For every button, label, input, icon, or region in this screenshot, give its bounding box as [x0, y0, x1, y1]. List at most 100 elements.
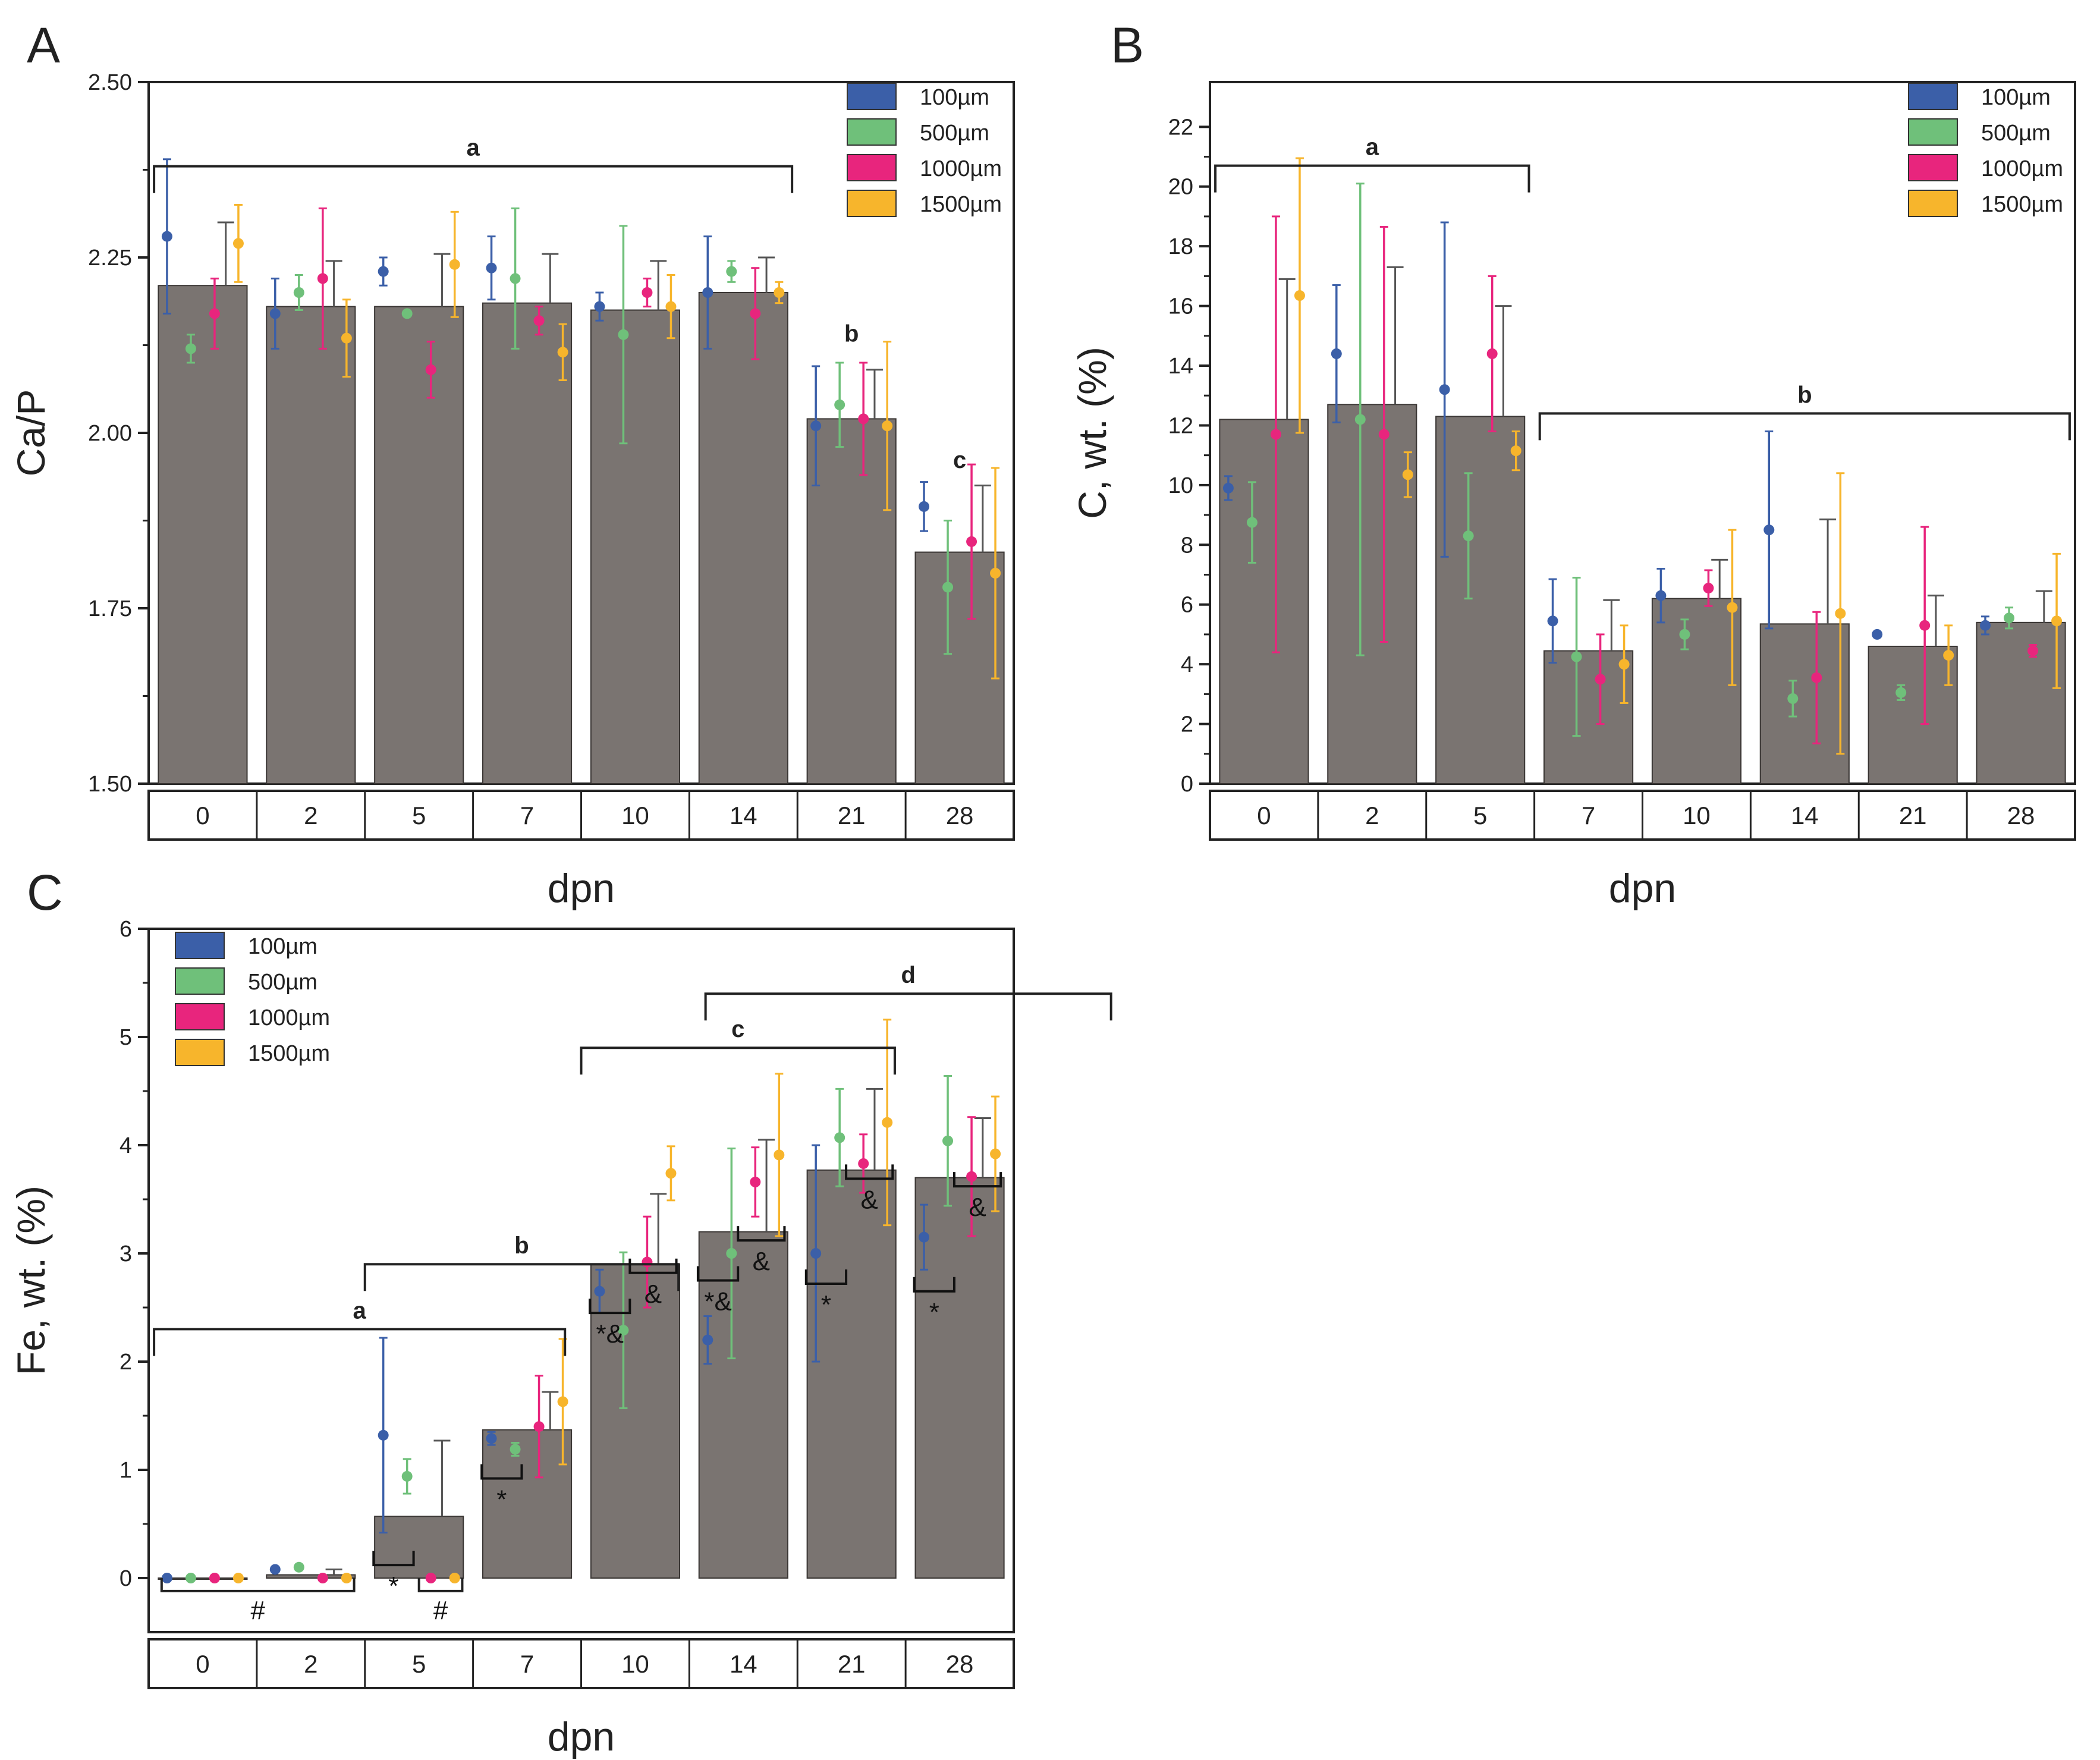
panel-b-series-point	[1872, 628, 1883, 640]
panel-a-series-point	[882, 420, 893, 432]
panel-b-ytick-label: 6	[1181, 593, 1193, 618]
panel-c-series-point	[726, 1248, 737, 1259]
panel-c-annotation-bracket	[737, 1226, 786, 1242]
panel-c-series-point	[858, 1158, 869, 1169]
panel-c-annotation: #	[433, 1596, 448, 1625]
panel-c-bracket	[153, 1328, 567, 1356]
panel-a-series-point	[185, 343, 196, 354]
panel-c-bar	[806, 1169, 897, 1579]
panel-b-bar	[1759, 623, 1850, 784]
panel-b-series-point	[1486, 348, 1498, 359]
panel-a-bar	[590, 309, 681, 784]
panel-c-annotation: *	[929, 1298, 939, 1327]
panel-b-series-point	[1895, 687, 1907, 698]
panel-b-series-point	[1727, 602, 1738, 613]
panel-b-category-label: 21	[1899, 802, 1927, 829]
panel-a-series-point	[449, 259, 460, 270]
panel-b-series-point	[2051, 615, 2063, 627]
panel-b-category-label: 0	[1257, 802, 1271, 829]
panel-a-ytick-label: 1.50	[88, 772, 132, 797]
panel-a-bar	[266, 306, 356, 784]
panel-c-bracket-label: c	[731, 1016, 744, 1042]
panel-c-legend-swatch	[175, 1003, 225, 1030]
panel-c-series-point	[594, 1286, 605, 1297]
panel-c-bar	[266, 1574, 356, 1579]
panel-b-series-point	[1703, 583, 1714, 594]
panel-b-bar	[1651, 598, 1742, 784]
panel-c-series-point	[341, 1573, 352, 1583]
panel-c-bar	[914, 1177, 1005, 1579]
panel-a-category-label: 28	[946, 802, 974, 829]
chart-panel-c: 0 1 2 3 4 5 6 Fe, wt. (%) 0 2 5 7 10 14 21 28 dpn 100µm 50…	[9, 917, 1112, 1759]
panel-b-series-point	[1571, 651, 1582, 662]
panel-c-ytick-label: 4	[120, 1133, 132, 1158]
panel-a-legend-swatch	[847, 118, 897, 146]
panel-a-series-point	[510, 273, 521, 284]
panel-c-series-point	[557, 1396, 568, 1407]
panel-b-category-label: 28	[2007, 802, 2035, 829]
panel-c-series-point	[185, 1573, 196, 1583]
panel-c-series-point	[378, 1429, 389, 1441]
panel-b-ytick-label: 18	[1168, 234, 1193, 259]
panel-b-series-point	[1835, 608, 1846, 619]
panel-b-series-point	[1919, 620, 1931, 631]
panel-b-series-point	[1402, 469, 1413, 480]
panel-c-bar	[158, 1577, 248, 1580]
panel-b-ylabel: C, wt. (%)	[1070, 347, 1114, 519]
panel-b-series-point	[1679, 628, 1690, 640]
panel-a-category-label: 14	[730, 802, 757, 829]
panel-a-series-point	[942, 582, 954, 593]
panel-a-bar	[482, 302, 573, 784]
panel-c-annotation-bracket	[952, 1172, 1002, 1188]
panel-a-xlabel: dpn	[548, 866, 615, 911]
panel-b-bar	[1543, 650, 1634, 785]
panel-b-series-point	[1787, 693, 1799, 704]
panel-c-category-label: 7	[520, 1650, 534, 1678]
panel-c-bar	[590, 1264, 681, 1579]
panel-c-ytick-label: 1	[120, 1458, 132, 1483]
panel-c-series-point	[533, 1421, 545, 1432]
panel-b-category-label: 5	[1473, 802, 1487, 829]
panel-c-ytick-label: 5	[120, 1025, 132, 1050]
panel-label-b: B	[1111, 17, 1144, 73]
panel-a-series-point	[425, 364, 436, 375]
panel-b-legend-label: 1500µm	[1981, 192, 2063, 217]
panel-c-annotation-bracket	[589, 1299, 631, 1315]
panel-c-annotation-bracket	[160, 1577, 356, 1592]
panel-c-annotation-bracket	[845, 1164, 894, 1180]
panel-c-category-label: 28	[946, 1650, 974, 1678]
panel-a-series-point	[726, 266, 737, 277]
panel-b-series-point	[1618, 659, 1630, 670]
panel-c-annotation: &	[969, 1193, 986, 1222]
panel-a-series-point	[317, 273, 328, 284]
panel-a-legend-label: 1000µm	[920, 156, 1002, 181]
panel-b-series-point	[1463, 530, 1474, 542]
panel-a-series-point	[774, 287, 785, 298]
panel-b-ytick-label: 4	[1181, 652, 1193, 677]
panel-c-series-point	[510, 1444, 521, 1455]
panel-a-series-point	[810, 420, 822, 432]
panel-b-series-point	[1655, 590, 1667, 601]
panel-a-series-point	[858, 413, 869, 425]
panel-c-series-point	[990, 1148, 1001, 1159]
panel-b-series-point	[1980, 620, 1991, 631]
panel-label-a: A	[27, 17, 60, 73]
panel-a-series-point	[594, 301, 605, 312]
panel-c-ytick-label: 2	[120, 1350, 132, 1375]
panel-b-series-point	[1811, 672, 1822, 683]
panel-b-legend-swatch	[1908, 83, 1958, 110]
panel-b-category-label: 2	[1365, 802, 1379, 829]
panel-c-annotation: *	[821, 1290, 831, 1319]
panel-c-ylabel: Fe, wt. (%)	[9, 1186, 53, 1375]
panel-b-bracket-label: b	[1797, 382, 1812, 408]
panel-c-bracket-label: b	[514, 1233, 529, 1259]
panel-b-series-point	[1595, 674, 1606, 685]
panel-a-legend-label: 100µm	[920, 85, 989, 110]
panel-b-ytick-label: 16	[1168, 294, 1193, 319]
panel-b-series-point	[1294, 290, 1305, 301]
panel-b-legend-label: 500µm	[1981, 121, 2051, 146]
panel-c-ytick-label: 0	[120, 1566, 132, 1591]
panel-a-ytick-label: 2.25	[88, 246, 132, 271]
panel-a-series-point	[665, 301, 677, 312]
panel-c-category-label: 0	[196, 1650, 209, 1678]
